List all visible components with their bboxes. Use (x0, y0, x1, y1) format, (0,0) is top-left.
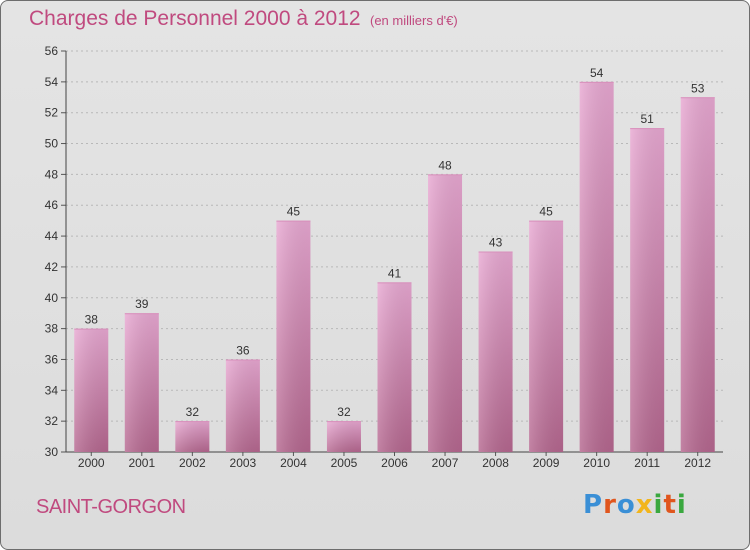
x-tick-label-2007: 2007 (432, 456, 459, 470)
x-tick-label-2001: 2001 (128, 456, 155, 470)
y-tick-label: 52 (45, 106, 59, 120)
bar-shade-2010 (579, 81, 614, 452)
data-label-2003: 36 (236, 343, 250, 357)
x-tick-label-2004: 2004 (280, 456, 307, 470)
y-tick-label: 46 (45, 198, 59, 212)
bar-shade-2000 (74, 328, 109, 452)
bar-shade-2008 (478, 251, 513, 452)
logo-letter: x (635, 490, 654, 520)
logo-letter: i (676, 490, 687, 520)
y-tick-label: 30 (45, 445, 59, 459)
bar-shade-2004 (276, 220, 311, 452)
bar-shade-2001 (124, 313, 159, 452)
bar-shade-2005 (326, 421, 361, 452)
bars (74, 81, 715, 453)
logo-letter: P (583, 490, 604, 520)
x-tick-label-2000: 2000 (78, 456, 105, 470)
y-tick-label: 34 (45, 383, 59, 397)
x-tick-label-2012: 2012 (684, 456, 711, 470)
y-tick-label: 56 (45, 44, 59, 58)
data-label-2002: 32 (186, 405, 200, 419)
data-label-2012: 53 (691, 81, 705, 95)
bar-shade-2009 (529, 220, 564, 452)
chart-title: Charges de Personnel 2000 à 2012 (29, 7, 361, 30)
bar-shade-2011 (630, 128, 665, 452)
data-label-2009: 45 (539, 205, 553, 219)
proxiti-logo: Proxiti (583, 490, 687, 520)
y-tick-label: 50 (45, 137, 59, 151)
x-tick-label-2003: 2003 (230, 456, 257, 470)
y-tick-label: 48 (45, 167, 59, 181)
data-label-2007: 48 (438, 158, 452, 172)
x-tick-label-2002: 2002 (179, 456, 206, 470)
y-tick-label: 36 (45, 352, 59, 366)
x-tick-label-2005: 2005 (331, 456, 358, 470)
x-tick-label-2006: 2006 (381, 456, 408, 470)
y-tick-label: 42 (45, 260, 59, 274)
data-label-2010: 54 (590, 66, 604, 80)
x-tick-label-2009: 2009 (533, 456, 560, 470)
logo-letter: i (653, 490, 664, 520)
data-label-2011: 51 (641, 112, 655, 126)
bar-shade-2012 (680, 97, 715, 453)
logo-letter: t (663, 490, 677, 520)
y-tick-label: 54 (45, 75, 59, 89)
bar-shade-2003 (225, 359, 260, 452)
bar-shade-2002 (175, 421, 210, 452)
bar-shade-2006 (377, 282, 412, 452)
data-label-2004: 45 (287, 205, 301, 219)
y-tick-label: 44 (45, 229, 59, 243)
y-tick-label: 40 (45, 291, 59, 305)
x-tick-label-2010: 2010 (583, 456, 610, 470)
chart-subtitle: (en milliers d'€) (370, 13, 458, 28)
data-label-2001: 39 (135, 297, 149, 311)
data-label-2008: 43 (489, 236, 503, 250)
logo-letter: o (616, 490, 636, 520)
data-label-2006: 41 (388, 266, 402, 280)
y-tick-label: 32 (45, 414, 59, 428)
y-tick-label: 38 (45, 322, 59, 336)
logo-letter: r (603, 490, 617, 520)
data-label-2005: 32 (337, 405, 351, 419)
x-tick-label-2011: 2011 (634, 456, 660, 470)
x-tick-label-2008: 2008 (482, 456, 509, 470)
labels: 30 32 34 36 38 40 42 44 46 48 50 52 54 56 38 2000 39 2001… (45, 44, 712, 470)
bar-shade-2007 (428, 174, 463, 452)
data-label-2000: 38 (85, 313, 99, 327)
town-name: SAINT-GORGON (36, 496, 186, 518)
